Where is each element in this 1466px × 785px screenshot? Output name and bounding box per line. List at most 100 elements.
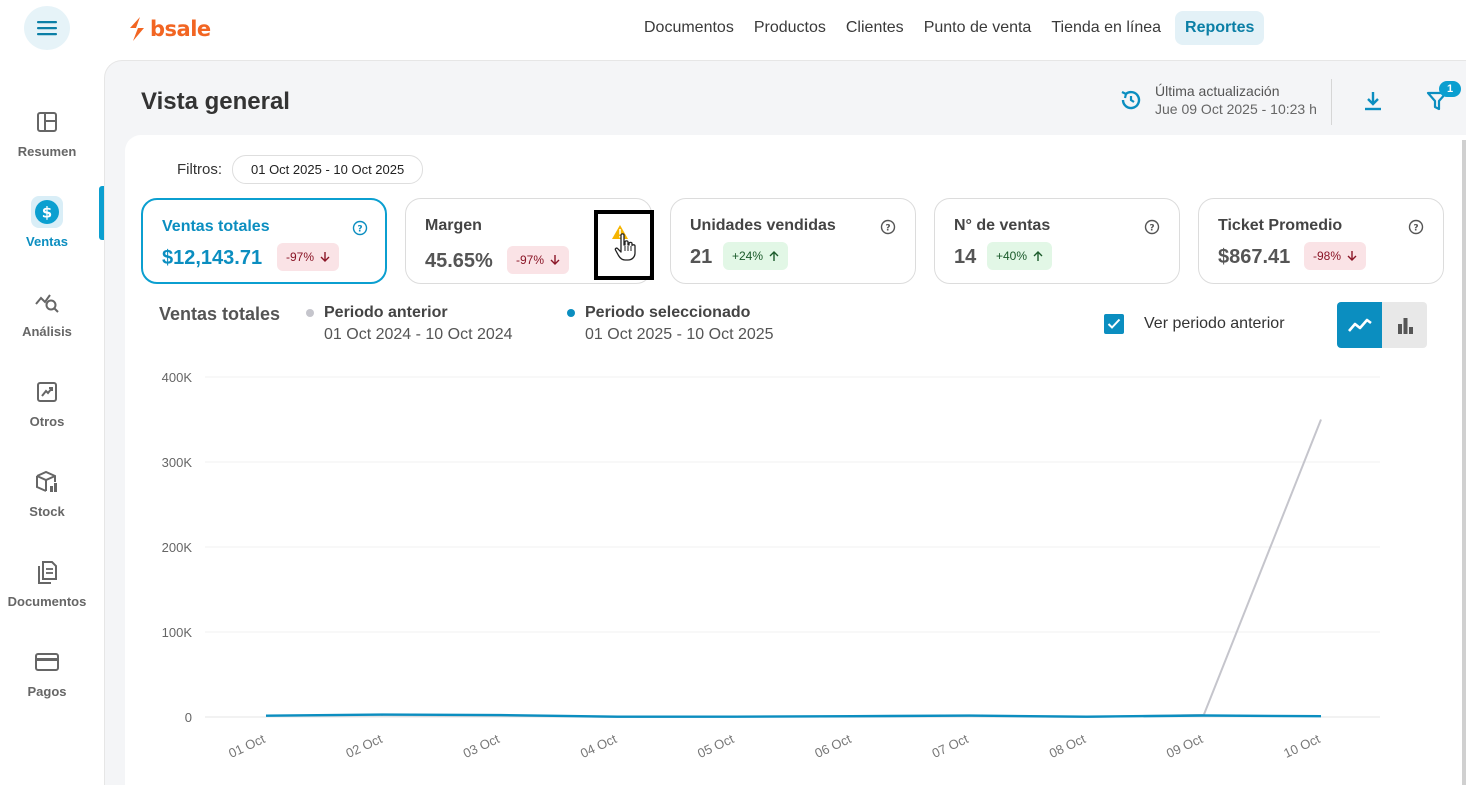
kpi-card-ventas-totales[interactable]: Ventas totales ? $12,143.71 -97% bbox=[141, 198, 387, 284]
kpi-change-value: -98% bbox=[1313, 249, 1342, 263]
kpi-card-n-de-ventas[interactable]: N° de ventas ? 14 +40% bbox=[934, 198, 1180, 284]
analysis-icon bbox=[31, 286, 63, 318]
checkbox[interactable] bbox=[1104, 314, 1124, 334]
page-title: Vista general bbox=[141, 88, 290, 115]
scrollbar-track[interactable] bbox=[1462, 140, 1466, 785]
sidebar-item-documentos[interactable]: Documentos bbox=[0, 542, 94, 622]
legend-range: 01 Oct 2025 - 10 Oct 2025 bbox=[585, 326, 774, 343]
sidebar-item-label: Stock bbox=[29, 503, 65, 519]
help-icon[interactable]: ? bbox=[880, 219, 896, 235]
legend-periodo-seleccionado[interactable]: Periodo seleccionado 01 Oct 2025 - 10 Oc… bbox=[567, 304, 774, 344]
bar-chart-icon bbox=[1397, 318, 1413, 334]
kpi-change-value: +40% bbox=[996, 249, 1028, 263]
kpi-value: 21 bbox=[690, 246, 713, 268]
dollar-icon: $ bbox=[31, 195, 63, 228]
legend-dot bbox=[567, 309, 575, 317]
arrow-up-icon bbox=[1033, 251, 1043, 261]
top-bar: bsale Documentos Productos Clientes Punt… bbox=[0, 0, 1466, 58]
last-update: Última actualización Jue 09 Oct 2025 - 1… bbox=[1119, 83, 1317, 117]
sidebar-item-label: Análisis bbox=[22, 323, 72, 339]
nav-reportes[interactable]: Reportes bbox=[1175, 11, 1265, 45]
sidebar-item-stock[interactable]: Stock bbox=[0, 452, 94, 532]
kpi-change-badge: -98% bbox=[1304, 242, 1367, 270]
sidebar-item-label: Ventas bbox=[26, 233, 68, 249]
arrow-down-icon bbox=[550, 255, 560, 265]
svg-text:?: ? bbox=[1149, 224, 1154, 234]
line-chart-icon bbox=[1347, 318, 1372, 332]
nav-documentos[interactable]: Documentos bbox=[644, 19, 734, 36]
legend-dot bbox=[306, 309, 314, 317]
kpi-change-badge: -97% bbox=[277, 243, 340, 271]
sidebar: Resumen $ Ventas Análisis Otros Stock Do… bbox=[0, 58, 104, 785]
arrow-down-icon bbox=[320, 252, 330, 262]
kpi-title: Ventas totales bbox=[162, 218, 270, 235]
filters-bar: Filtros: 01 Oct 2025 - 10 Oct 2025 bbox=[177, 155, 424, 184]
kpi-value: $12,143.71 bbox=[162, 247, 263, 269]
card-icon bbox=[31, 646, 63, 678]
main-content: Vista general Última actualización Jue 0… bbox=[104, 60, 1466, 785]
kpi-value: $867.41 bbox=[1218, 246, 1291, 268]
sidebar-item-otros[interactable]: Otros bbox=[0, 362, 94, 442]
menu-button[interactable] bbox=[24, 6, 70, 50]
nav-tienda-en-linea[interactable]: Tienda en línea bbox=[1051, 19, 1162, 36]
legend-periodo-anterior[interactable]: Periodo anterior 01 Oct 2024 - 10 Oct 20… bbox=[306, 304, 513, 344]
hand-cursor-icon bbox=[614, 233, 636, 261]
check-icon bbox=[1107, 318, 1121, 329]
layout-icon bbox=[31, 106, 63, 138]
filter-count-badge: 1 bbox=[1439, 81, 1461, 97]
kpi-change-value: -97% bbox=[516, 253, 545, 267]
svg-text:$: $ bbox=[42, 203, 52, 221]
legend-range: 01 Oct 2024 - 10 Oct 2024 bbox=[324, 326, 513, 343]
arrow-up-icon bbox=[769, 251, 779, 261]
sidebar-item-pagos[interactable]: Pagos bbox=[0, 632, 94, 712]
kpi-card-ticket-promedio[interactable]: Ticket Promedio ? $867.41 -98% bbox=[1198, 198, 1444, 284]
highlight-box bbox=[594, 210, 654, 280]
bsale-logo[interactable]: bsale bbox=[128, 14, 211, 44]
logo-mark-icon bbox=[130, 17, 144, 41]
sidebar-item-ventas[interactable]: $ Ventas bbox=[0, 182, 94, 262]
kpi-change-value: -97% bbox=[286, 250, 315, 264]
kpi-title: Ticket Promedio bbox=[1218, 217, 1343, 234]
update-time: Jue 09 Oct 2025 - 10:23 h bbox=[1155, 101, 1317, 117]
top-navigation: Documentos Productos Clientes Punto de v… bbox=[634, 11, 1265, 45]
sidebar-item-label: Otros bbox=[29, 413, 65, 429]
nav-punto-de-venta[interactable]: Punto de venta bbox=[923, 19, 1032, 36]
kpi-change-badge: +24% bbox=[723, 242, 789, 270]
bar-chart-button[interactable] bbox=[1382, 302, 1427, 348]
kpi-change-value: +24% bbox=[732, 249, 764, 263]
kpi-title: Unidades vendidas bbox=[690, 217, 836, 234]
kpi-value: 14 bbox=[954, 246, 977, 268]
svg-text:?: ? bbox=[357, 225, 362, 235]
kpi-change-badge: +40% bbox=[987, 242, 1053, 270]
kpi-change-badge: -97% bbox=[507, 246, 570, 274]
download-button[interactable] bbox=[1359, 87, 1387, 115]
trend-chart-icon bbox=[31, 376, 63, 408]
sidebar-item-resumen[interactable]: Resumen bbox=[0, 92, 94, 172]
svg-text:?: ? bbox=[885, 224, 890, 234]
help-icon[interactable]: ? bbox=[1408, 219, 1424, 235]
checkbox-label: Ver periodo anterior bbox=[1144, 315, 1285, 332]
sidebar-item-analisis[interactable]: Análisis bbox=[0, 272, 94, 352]
date-range-chip[interactable]: 01 Oct 2025 - 10 Oct 2025 bbox=[232, 155, 424, 184]
hamburger-icon bbox=[37, 21, 57, 36]
update-label: Última actualización bbox=[1155, 83, 1280, 99]
kpi-card-unidades-vendidas[interactable]: Unidades vendidas ? 21 +24% bbox=[670, 198, 916, 284]
sidebar-item-label: Documentos bbox=[7, 593, 87, 609]
ver-periodo-anterior-toggle[interactable]: Ver periodo anterior bbox=[1104, 314, 1285, 334]
legend-name: Periodo seleccionado bbox=[585, 304, 751, 321]
history-icon bbox=[1121, 90, 1141, 110]
nav-clientes[interactable]: Clientes bbox=[845, 19, 904, 36]
download-icon bbox=[1365, 92, 1381, 111]
line-chart-button[interactable] bbox=[1337, 302, 1382, 348]
svg-text:?: ? bbox=[1413, 224, 1418, 234]
sidebar-item-label: Pagos bbox=[27, 683, 67, 699]
filters-label: Filtros: bbox=[177, 161, 222, 178]
sidebar-active-indicator bbox=[99, 186, 104, 240]
help-icon[interactable]: ? bbox=[352, 220, 368, 236]
kpi-title: Margen bbox=[425, 217, 482, 234]
help-icon[interactable]: ? bbox=[1144, 219, 1160, 235]
arrow-down-icon bbox=[1347, 251, 1357, 261]
kpi-value: 45.65% bbox=[425, 250, 493, 272]
nav-productos[interactable]: Productos bbox=[753, 19, 826, 36]
kpi-card-margen[interactable]: Margen 45.65% -97% bbox=[405, 198, 652, 284]
